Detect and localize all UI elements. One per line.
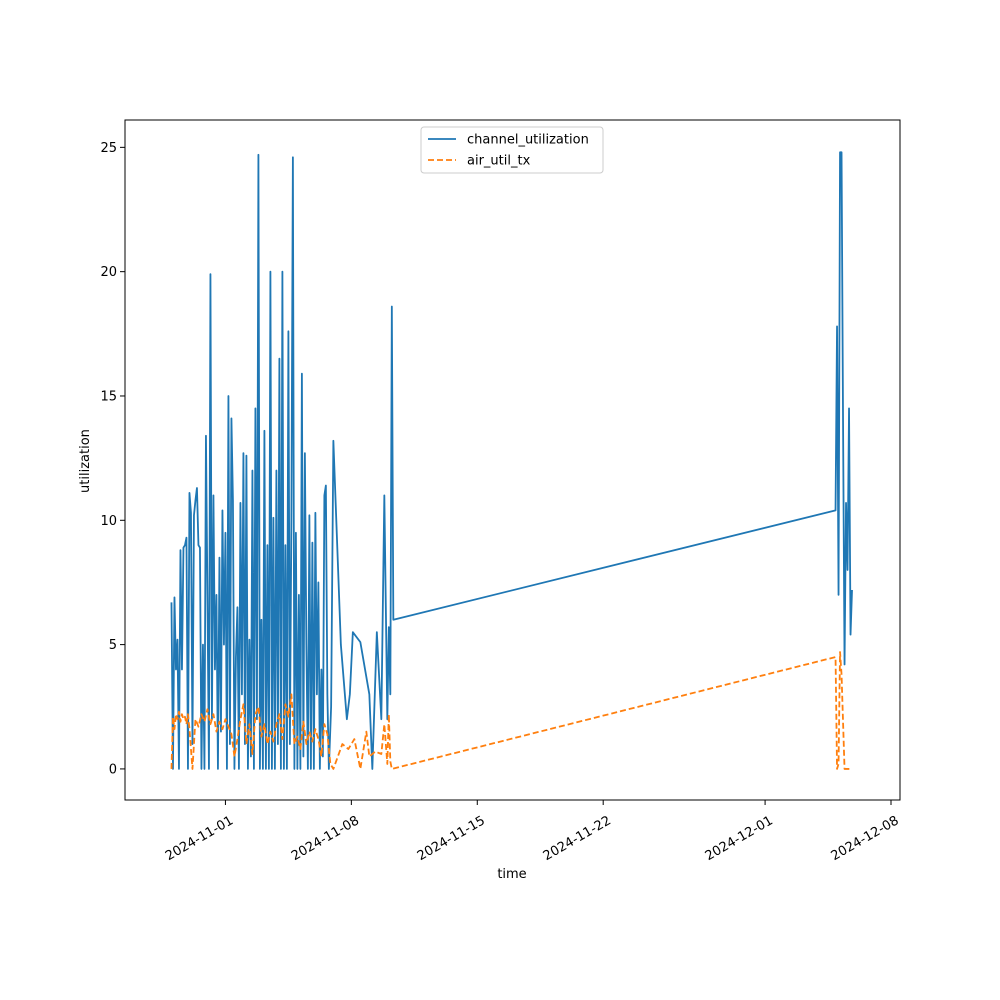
legend-box — [420, 126, 604, 174]
legend-label-channel-utilization: channel_utilization — [467, 133, 589, 148]
series-line-air-util-tx — [170, 651, 853, 770]
series-layer — [170, 151, 853, 770]
series-line-channel-utilization — [170, 151, 853, 770]
y-axis: 0 5 10 15 20 25 — [100, 141, 125, 777]
legend-label-air-util-tx: air_util_tx — [467, 154, 531, 169]
y-tick-label: 20 — [100, 265, 117, 280]
y-axis-title: utilization — [78, 429, 93, 493]
y-tick-label: 15 — [100, 389, 117, 404]
y-tick-label: 0 — [109, 762, 117, 777]
plot-frame — [124, 119, 901, 801]
y-tick-label: 5 — [109, 638, 117, 653]
y-tick-label: 10 — [100, 514, 117, 529]
x-axis-title: time — [497, 867, 526, 882]
y-tick-label: 25 — [100, 141, 117, 156]
legend: channel_utilization air_util_tx — [420, 126, 604, 174]
